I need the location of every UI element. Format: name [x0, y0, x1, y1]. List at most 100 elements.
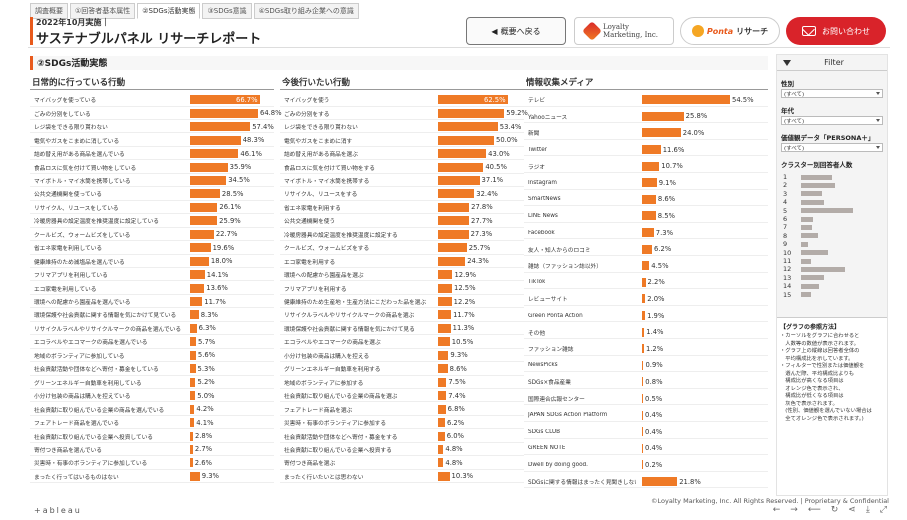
- bar-row[interactable]: 省エネ家電を利用する 27.8%: [280, 201, 524, 215]
- bar[interactable]: [190, 283, 205, 293]
- bar-row[interactable]: 寄付つき商品を選ぶ 4.8%: [280, 456, 524, 470]
- bar[interactable]: [438, 323, 451, 333]
- bar[interactable]: [642, 211, 656, 221]
- bar[interactable]: [642, 410, 643, 420]
- cluster-bar[interactable]: [801, 258, 812, 264]
- bar-row[interactable]: TikTok 2.2%: [524, 276, 768, 290]
- bar[interactable]: [190, 350, 196, 360]
- bar[interactable]: [642, 95, 730, 105]
- bar[interactable]: [438, 189, 475, 199]
- bar-row[interactable]: リサイクルラベルやリサイクルマークの商品を選んでいる 6.3%: [30, 322, 274, 336]
- bar[interactable]: [642, 194, 656, 204]
- bar-row[interactable]: Green Ponta Action 1.9%: [524, 309, 768, 323]
- bar-row[interactable]: フェアトレード商品を選んでいる 4.1%: [30, 416, 274, 430]
- bar-row[interactable]: 健康維持のため減塩品を選んでいる 18.0%: [30, 254, 274, 268]
- bar-row[interactable]: 社会貢献に取り組んでいる企業へ投資している 2.8%: [30, 429, 274, 443]
- bar[interactable]: [190, 270, 205, 280]
- bar[interactable]: [190, 256, 209, 266]
- bar-row[interactable]: まったく行ってはいるものはない 9.3%: [30, 470, 274, 484]
- bar-row[interactable]: フリマアプリを利用している 14.1%: [30, 268, 274, 282]
- bar-row[interactable]: 社会貢献に取り組んでいる企業へ投資する 4.8%: [280, 443, 524, 457]
- cluster-bar[interactable]: [801, 275, 825, 281]
- bar[interactable]: [438, 149, 487, 159]
- bar-row[interactable]: 小分け包装の商品は購入を控えている 5.0%: [30, 389, 274, 403]
- bar-row[interactable]: 地域のボランティアに参加している 5.6%: [30, 349, 274, 363]
- cluster-row[interactable]: 13: [783, 274, 825, 282]
- bar-row[interactable]: マイボトル・マイ水筒を携帯する 37.1%: [280, 174, 524, 188]
- cluster-bar[interactable]: [801, 208, 853, 214]
- bar[interactable]: [438, 404, 446, 414]
- bar[interactable]: [642, 311, 646, 321]
- cluster-row[interactable]: 8: [783, 232, 818, 240]
- bar[interactable]: [190, 122, 251, 132]
- bar[interactable]: [642, 277, 646, 287]
- bar-row[interactable]: 新聞 24.0%: [524, 126, 768, 140]
- bar-row[interactable]: ファッション雑誌 1.2%: [524, 342, 768, 356]
- bar[interactable]: [438, 310, 452, 320]
- bar-row[interactable]: SDGsに関する情報はまったく見聞きしない 21.8%: [524, 475, 768, 489]
- bar[interactable]: [190, 471, 200, 481]
- tab-item[interactable]: ②SDGs活動実態: [137, 3, 201, 19]
- bar-row[interactable]: レジ袋をできる限り貰わない 53.4%: [280, 120, 524, 134]
- bar[interactable]: [190, 108, 258, 118]
- cluster-bar[interactable]: [801, 266, 846, 272]
- bar[interactable]: [642, 327, 645, 337]
- bar[interactable]: [190, 243, 211, 253]
- bar-row[interactable]: 災害時・有事のボランティアに参加している 2.6%: [30, 456, 274, 470]
- bar-row[interactable]: リサイクル、リユースをしている 26.1%: [30, 201, 274, 215]
- bar-row[interactable]: テレビ 54.5%: [524, 93, 768, 107]
- cluster-row[interactable]: 10: [783, 249, 828, 257]
- bar[interactable]: [642, 377, 644, 387]
- bar-row[interactable]: 食品ロスに気を付けて買い物をする 40.5%: [280, 160, 524, 174]
- refresh-icon[interactable]: ↻: [830, 505, 839, 515]
- bar-row[interactable]: 社会貢献活動や団体などへ寄付・募金をしている 5.3%: [30, 362, 274, 376]
- bar[interactable]: [190, 229, 214, 239]
- cluster-bar[interactable]: [801, 199, 824, 205]
- bar-row[interactable]: 環境保護や社会貢献に関する情報を気にかけて見ている 8.3%: [30, 308, 274, 322]
- cluster-row[interactable]: 9: [783, 240, 808, 248]
- bar[interactable]: [438, 350, 449, 360]
- bar[interactable]: [642, 477, 678, 487]
- bar-row[interactable]: フェアトレード商品を選ぶ 6.8%: [280, 402, 524, 416]
- bar[interactable]: [642, 111, 684, 121]
- bar-row[interactable]: ごみの分別をしている 64.8%: [30, 106, 282, 121]
- bar[interactable]: [190, 391, 196, 401]
- share-icon[interactable]: ⋖: [848, 505, 856, 515]
- bar[interactable]: [642, 244, 652, 254]
- bar[interactable]: [190, 404, 195, 414]
- bar-row[interactable]: グリーンエネルギー自動車を利用している 5.2%: [30, 375, 274, 390]
- tab-item[interactable]: 調査概要: [30, 3, 68, 19]
- bar[interactable]: [190, 149, 239, 159]
- bar-row[interactable]: グリーンエネルギー自動車を利用する 8.6%: [280, 362, 524, 376]
- bar[interactable]: [438, 135, 494, 145]
- bar[interactable]: [438, 364, 448, 374]
- bar-row[interactable]: SmartNews 8.6%: [524, 193, 768, 207]
- bar-row[interactable]: LINE News 8.5%: [524, 209, 768, 223]
- bar[interactable]: [642, 294, 646, 304]
- bar[interactable]: [438, 283, 452, 293]
- bar[interactable]: [438, 297, 452, 307]
- bar-row[interactable]: 小分け包装の商品は購入を控える 9.3%: [280, 349, 524, 363]
- cluster-bar[interactable]: [801, 174, 832, 180]
- bar-row[interactable]: Facebook 7.3%: [524, 226, 768, 240]
- bar[interactable]: [190, 216, 218, 226]
- bar-row[interactable]: 電気やガスをこまめに消す 50.0%: [280, 133, 524, 147]
- bar-row[interactable]: マイボトル・マイ水筒を携帯している 34.5%: [30, 174, 274, 188]
- bar[interactable]: [438, 216, 470, 226]
- bar[interactable]: [438, 162, 484, 172]
- bar[interactable]: [190, 364, 196, 374]
- cluster-bar[interactable]: [801, 292, 811, 298]
- cluster-bar[interactable]: [801, 191, 822, 197]
- fullscreen-icon[interactable]: ⤢: [879, 505, 887, 515]
- cluster-row[interactable]: 2: [783, 181, 835, 189]
- contact-button[interactable]: お問い合わせ: [786, 17, 886, 45]
- bar[interactable]: [190, 95, 260, 105]
- bar-row[interactable]: 公共交通機関を使っている 28.5%: [30, 187, 274, 201]
- bar-row[interactable]: エコラベルやエコマークの商品を選ぶ 10.5%: [280, 335, 524, 349]
- cluster-row[interactable]: 4: [783, 198, 824, 206]
- cluster-bar[interactable]: [801, 224, 813, 230]
- bar[interactable]: [190, 202, 218, 212]
- cluster-bar[interactable]: [801, 241, 808, 247]
- bar[interactable]: [642, 128, 681, 138]
- bar-row[interactable]: エコ家電を利用している 13.6%: [30, 281, 274, 295]
